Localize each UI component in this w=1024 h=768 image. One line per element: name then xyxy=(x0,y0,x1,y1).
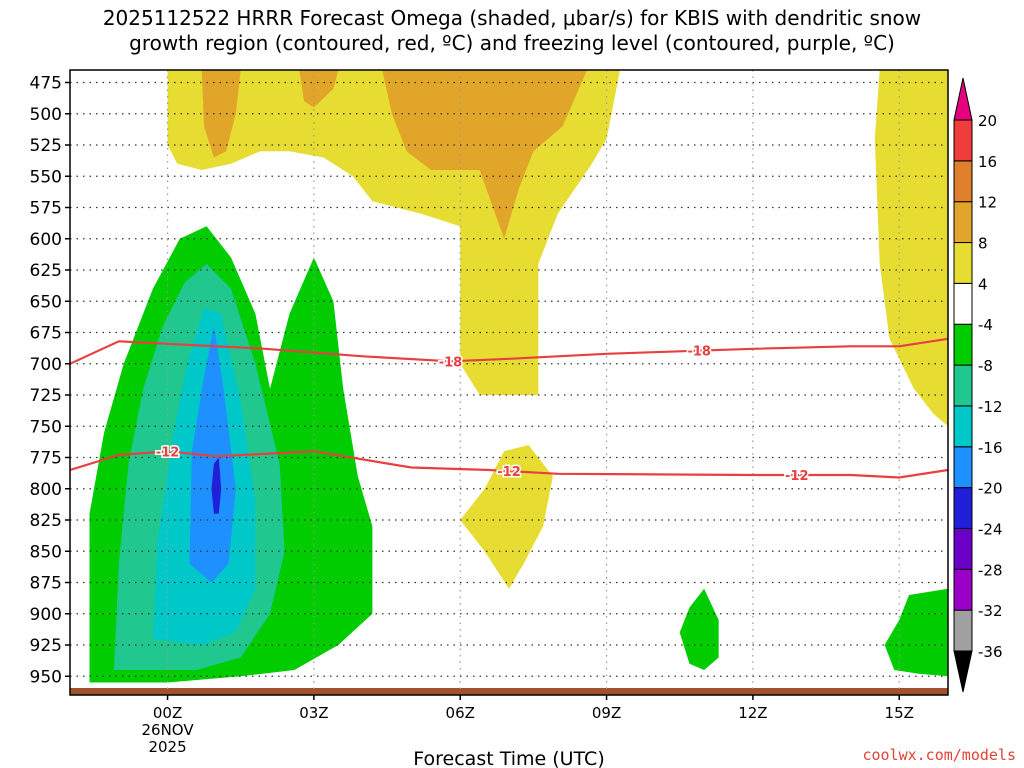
y-tick-label-625: 625 xyxy=(30,261,62,281)
y-tick-label-600: 600 xyxy=(30,230,62,250)
colorbar-label--8: -8 xyxy=(978,357,993,375)
contour-label--12: -12 xyxy=(785,469,809,484)
colorbar-label--16: -16 xyxy=(978,439,1003,457)
colorbar-label--32: -32 xyxy=(978,602,1003,620)
y-axis-pressure-ticks: 475 500 525 550 575 600 625 650 675 700 725 750 775 8… xyxy=(30,74,70,687)
fill-sinking-yellow-right xyxy=(874,70,948,427)
plot-frame xyxy=(69,69,949,696)
y-tick-label-550: 550 xyxy=(30,167,62,187)
x-tick-label-06Z: 06Z xyxy=(446,704,475,722)
credit-text: coolwx.com/models xyxy=(862,746,1016,764)
colorbar-box--16_-12 xyxy=(953,405,973,448)
colorbar-box--12_-8 xyxy=(953,364,973,407)
ground-strip xyxy=(70,688,948,695)
x-tick-label-12Z: 12Z xyxy=(738,704,767,722)
y-tick-label-850: 850 xyxy=(30,542,62,562)
y-tick-label-875: 875 xyxy=(30,574,62,594)
colorbar-label--36: -36 xyxy=(978,643,1003,661)
fill-upward-motion-darkblue xyxy=(211,457,222,514)
colorbar-box--24_-20 xyxy=(953,487,973,529)
colorbar-label--24: -24 xyxy=(978,520,1003,538)
y-tick-label-925: 925 xyxy=(30,636,62,656)
x-tick-label-09Z: 09Z xyxy=(592,704,621,722)
fill-upward-green-small xyxy=(679,588,719,670)
colorbar-box-8_12 xyxy=(953,201,973,244)
y-tick-label-775: 775 xyxy=(30,449,62,469)
omega-shading xyxy=(89,70,948,683)
y-tick-label-825: 825 xyxy=(30,511,62,531)
y-tick-label-525: 525 xyxy=(30,136,62,156)
colorbar-bottom-arrow xyxy=(953,650,973,693)
colorbar-label-8: 8 xyxy=(978,235,988,253)
colorbar: -36 -32 -28 -24 -20 -16 -12 -8 -4 4 8 12 16 20 xyxy=(953,77,1003,693)
y-tick-label-950: 950 xyxy=(30,667,62,687)
chart-title-line-2: growth region (contoured, red, ºC) and f… xyxy=(129,31,895,55)
fill-sinking-orange-top xyxy=(382,70,587,239)
y-tick-label-475: 475 xyxy=(30,74,62,94)
x-tick-sublabel: 26NOV xyxy=(141,721,194,739)
y-tick-label-575: 575 xyxy=(30,199,62,219)
colorbar-box--36_-32 xyxy=(953,609,973,652)
colorbar-label--4: -4 xyxy=(978,316,993,334)
contour-label--18: -18 xyxy=(687,345,711,360)
contour-line--12 xyxy=(70,450,948,479)
colorbar-box-4_8 xyxy=(953,242,973,284)
fill-upward-motion-blue xyxy=(189,326,236,583)
x-tick-label-00Z: 00Z xyxy=(153,704,182,722)
y-tick-label-750: 750 xyxy=(30,417,62,437)
colorbar-box--20_-16 xyxy=(953,446,973,489)
fill-upward-green-right xyxy=(884,588,948,677)
y-tick-label-500: 500 xyxy=(30,105,62,125)
colorbar-box-16_20 xyxy=(953,119,973,162)
colorbar-box--32_-28 xyxy=(953,568,973,611)
colorbar-box-12_16 xyxy=(953,160,973,203)
fill-sinking-orange-small-b xyxy=(299,70,339,108)
colorbar-label-20: 20 xyxy=(978,112,997,130)
contour-line--18 xyxy=(70,337,948,365)
colorbar-box--4_4 xyxy=(953,282,973,325)
colorbar-label-16: 16 xyxy=(978,153,997,171)
colorbar-top-arrow xyxy=(953,77,973,121)
contour-label--12: -12 xyxy=(156,445,180,460)
chart-title: 2025112522 HRRR Forecast Omega (shaded, … xyxy=(0,6,1024,56)
x-axis-label: Forecast Time (UTC) xyxy=(413,748,604,768)
fill-sinking-orange-small-a xyxy=(201,70,241,158)
colorbar-box--28_-24 xyxy=(953,527,973,570)
y-tick-label-800: 800 xyxy=(30,480,62,500)
y-tick-label-900: 900 xyxy=(30,605,62,625)
contour-label--18: -18 xyxy=(439,355,463,370)
contour-label--12: -12 xyxy=(497,465,521,480)
y-tick-label-700: 700 xyxy=(30,355,62,375)
fill-sinking-yellow-mid xyxy=(460,445,553,589)
colorbar-label-12: 12 xyxy=(978,194,997,212)
gridlines xyxy=(70,70,948,695)
y-tick-label-650: 650 xyxy=(30,292,62,312)
temperature-contours: -18 -18 -12 -12 -12 xyxy=(70,337,948,486)
x-tick-label-15Z: 15Z xyxy=(885,704,914,722)
colorbar-label-4: 4 xyxy=(978,275,988,293)
x-tick-label-03Z: 03Z xyxy=(299,704,328,722)
colorbar-label--28: -28 xyxy=(978,561,1003,579)
chart-title-line-1: 2025112522 HRRR Forecast Omega (shaded, … xyxy=(102,6,922,30)
y-tick-label-675: 675 xyxy=(30,324,62,344)
colorbar-box--8_-4 xyxy=(953,323,973,366)
x-tick-sublabel: 2025 xyxy=(148,738,186,756)
colorbar-label--12: -12 xyxy=(978,398,1003,416)
colorbar-label--20: -20 xyxy=(978,480,1003,498)
y-tick-label-725: 725 xyxy=(30,386,62,406)
